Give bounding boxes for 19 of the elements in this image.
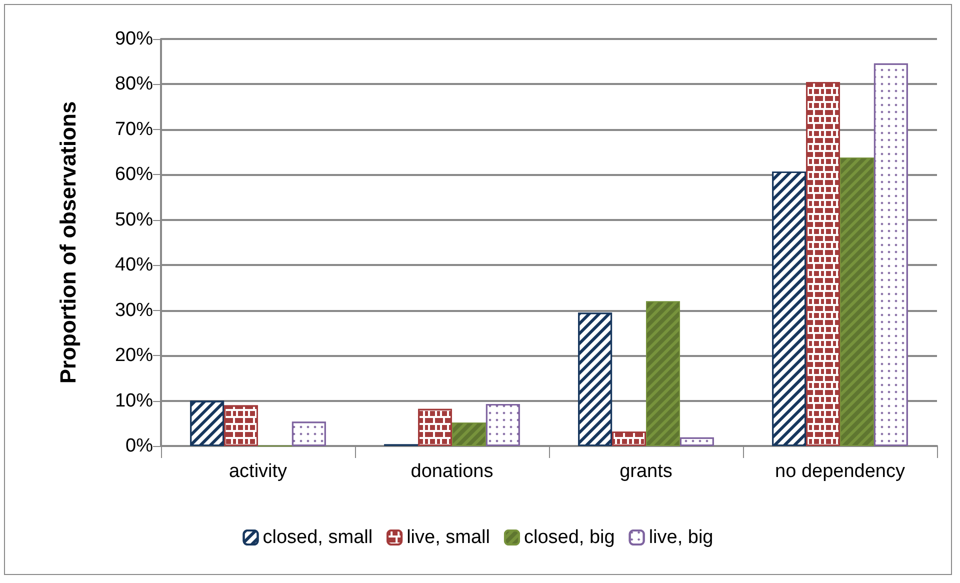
legend-label: live, small bbox=[406, 527, 490, 548]
legend-label: closed, big bbox=[524, 527, 615, 548]
x-tick-label: donations bbox=[410, 461, 494, 482]
y-tick-label: 90% bbox=[114, 28, 154, 50]
legend-label: closed, small bbox=[262, 527, 373, 548]
y-tick-label: 60% bbox=[114, 164, 154, 186]
y-tick-label: 0% bbox=[126, 436, 154, 456]
x-tick-label: grants bbox=[620, 461, 672, 482]
y-tick-label: 10% bbox=[114, 390, 154, 412]
x-tick-label: no dependency bbox=[775, 461, 906, 482]
y-tick-label: 80% bbox=[114, 74, 154, 95]
y-tick-label: 20% bbox=[114, 345, 154, 366]
x-tick-label: activity bbox=[228, 461, 288, 482]
legend-label: live, big bbox=[648, 527, 714, 548]
y-tick-label: 40% bbox=[114, 254, 154, 276]
y-tick-label: 30% bbox=[114, 300, 154, 321]
y-tick-label: 50% bbox=[114, 209, 154, 230]
y-tick-label: 70% bbox=[114, 118, 154, 140]
y-axis-title: Proportion of observations bbox=[56, 101, 80, 384]
